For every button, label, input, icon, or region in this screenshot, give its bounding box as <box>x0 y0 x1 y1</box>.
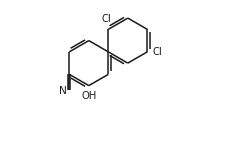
Text: OH: OH <box>81 91 96 101</box>
Text: N: N <box>59 86 67 96</box>
Text: Cl: Cl <box>153 47 163 57</box>
Text: Cl: Cl <box>102 14 112 24</box>
